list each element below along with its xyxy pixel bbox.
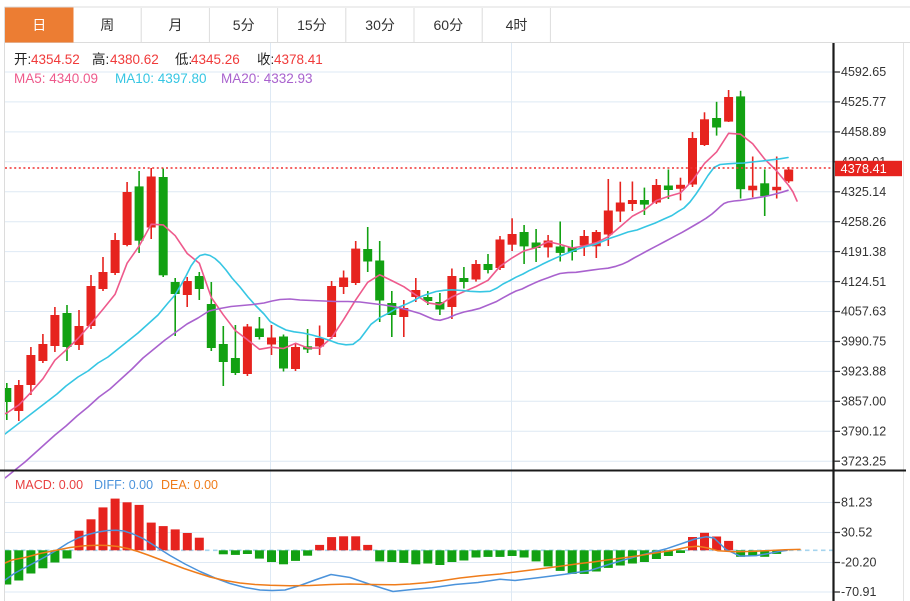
svg-text:15分: 15分 [297, 17, 327, 33]
svg-text:4458.89: 4458.89 [841, 125, 886, 139]
svg-text:5分: 5分 [233, 17, 255, 33]
svg-text:4354.52: 4354.52 [31, 52, 80, 67]
svg-text:4380.62: 4380.62 [110, 52, 159, 67]
svg-text:4345.26: 4345.26 [191, 52, 240, 67]
svg-text:高:: 高: [92, 51, 109, 67]
svg-text:-70.91: -70.91 [841, 585, 876, 599]
svg-text:4378.41: 4378.41 [274, 52, 323, 67]
svg-text:81.23: 81.23 [841, 496, 872, 510]
svg-text:DEA: 0.00: DEA: 0.00 [161, 478, 218, 492]
svg-text:3990.75: 3990.75 [841, 335, 886, 349]
svg-text:DIFF: 0.00: DIFF: 0.00 [94, 478, 153, 492]
svg-text:日: 日 [32, 17, 46, 33]
svg-text:30.52: 30.52 [841, 526, 872, 540]
svg-text:4258.26: 4258.26 [841, 215, 886, 229]
svg-text:30分: 30分 [365, 17, 395, 33]
svg-text:月: 月 [169, 17, 183, 33]
svg-text:周: 周 [100, 17, 114, 33]
svg-text:60分: 60分 [434, 17, 464, 33]
svg-text:低:: 低: [175, 52, 192, 67]
svg-text:-20.20: -20.20 [841, 556, 876, 570]
svg-text:MACD: 0.00: MACD: 0.00 [15, 478, 83, 492]
svg-text:4057.63: 4057.63 [841, 305, 886, 319]
svg-text:3723.25: 3723.25 [841, 454, 886, 468]
svg-text:开:: 开: [14, 52, 31, 67]
svg-text:MA10: 4397.80: MA10: 4397.80 [115, 71, 207, 86]
svg-text:4525.77: 4525.77 [841, 95, 886, 109]
svg-text:3790.12: 3790.12 [841, 425, 886, 439]
svg-text:4378.41: 4378.41 [841, 161, 887, 176]
svg-text:4325.14: 4325.14 [841, 185, 886, 199]
svg-text:MA20: 4332.93: MA20: 4332.93 [221, 71, 313, 86]
svg-text:收:: 收: [257, 52, 274, 67]
svg-text:4592.65: 4592.65 [841, 65, 886, 79]
svg-text:4124.51: 4124.51 [841, 275, 886, 289]
svg-text:MA5: 4340.09: MA5: 4340.09 [14, 71, 98, 86]
svg-text:3923.88: 3923.88 [841, 365, 886, 379]
svg-text:4时: 4时 [506, 17, 528, 33]
svg-text:3857.00: 3857.00 [841, 395, 886, 409]
svg-text:4191.38: 4191.38 [841, 245, 886, 259]
